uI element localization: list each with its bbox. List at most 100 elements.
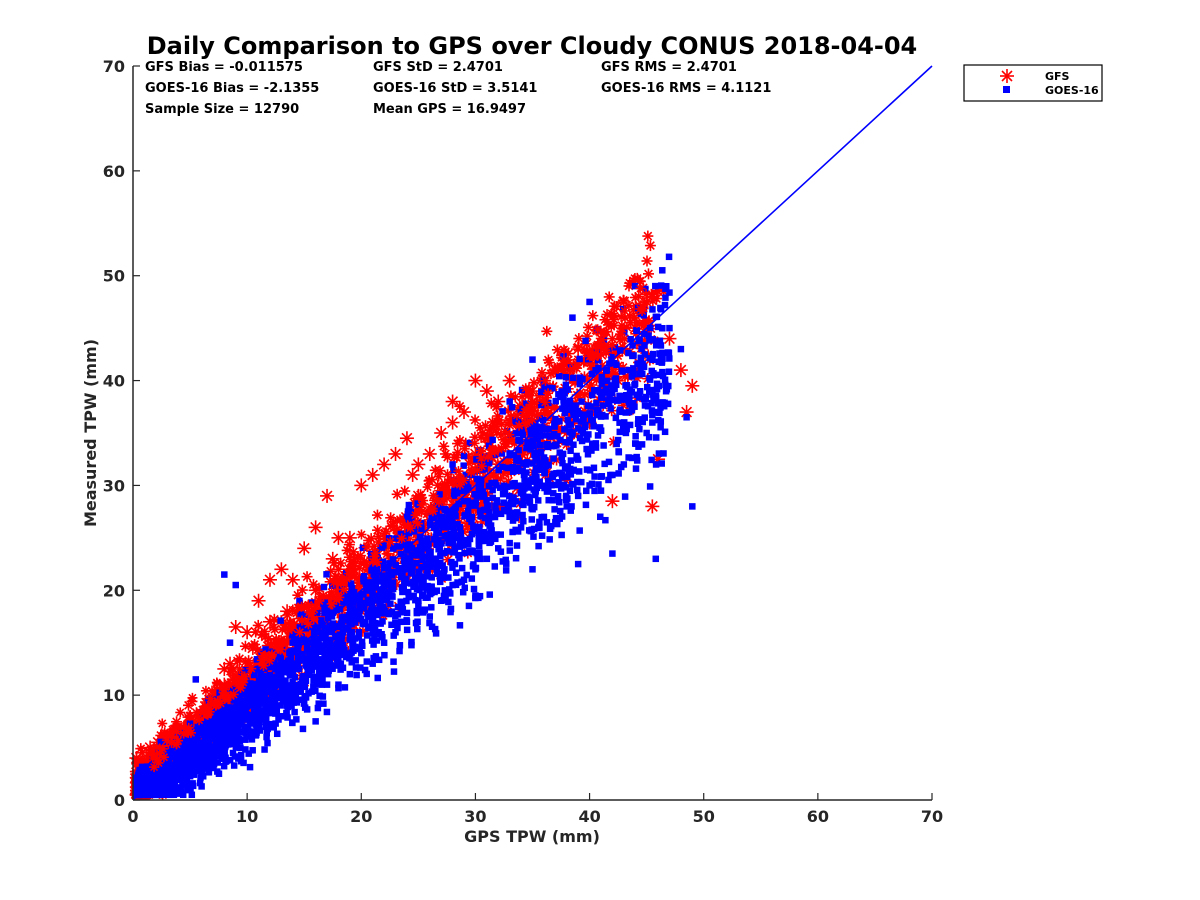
goes16-point xyxy=(210,756,218,764)
goes16-point xyxy=(396,543,403,550)
gfs-point xyxy=(395,514,406,525)
goes16-point xyxy=(389,556,397,563)
goes16-point xyxy=(506,513,513,520)
goes16-point xyxy=(572,402,579,409)
gfs-point xyxy=(234,664,245,675)
goes16-point xyxy=(648,367,655,375)
goes16-point xyxy=(545,477,552,485)
goes16-point xyxy=(364,632,371,639)
goes16-point xyxy=(638,441,646,448)
gfs-point xyxy=(439,482,450,493)
goes16-point xyxy=(242,746,249,753)
goes16-point xyxy=(207,750,214,758)
goes16-point xyxy=(226,639,234,646)
goes16-point xyxy=(630,352,637,359)
gfs-point xyxy=(457,405,472,420)
goes16-point xyxy=(602,413,609,420)
gfs-point xyxy=(283,625,294,636)
goes16-point xyxy=(358,649,365,657)
goes16-point xyxy=(322,638,330,645)
goes16-point xyxy=(665,382,672,390)
gfs-point xyxy=(349,571,360,582)
goes16-point xyxy=(363,658,371,665)
gfs-point xyxy=(637,305,648,316)
goes16-point xyxy=(499,408,506,415)
goes16-point xyxy=(399,571,406,579)
goes16-point xyxy=(572,415,580,423)
goes16-point xyxy=(602,385,610,393)
goes16-point xyxy=(520,471,528,479)
goes16-point xyxy=(412,596,419,604)
goes16-point xyxy=(321,652,329,660)
goes16-point xyxy=(261,746,268,753)
goes16-point xyxy=(649,306,656,313)
goes16-point xyxy=(448,517,456,524)
goes16-point xyxy=(369,630,377,637)
goes16-point xyxy=(488,534,496,542)
goes16-point xyxy=(440,574,447,581)
goes16-point xyxy=(362,580,370,587)
goes16-point xyxy=(455,500,463,508)
gfs-point xyxy=(246,663,257,674)
goes16-point xyxy=(666,355,673,362)
gfs-point xyxy=(433,471,444,482)
goes16-point xyxy=(552,415,559,423)
goes16-point xyxy=(372,577,380,585)
goes16-point xyxy=(544,443,551,451)
goes16-point xyxy=(637,365,644,373)
goes16-point xyxy=(398,608,406,616)
goes16-point xyxy=(371,607,378,614)
goes16-point xyxy=(324,670,332,678)
goes16-point xyxy=(556,507,564,515)
goes16-point xyxy=(516,427,523,435)
goes16-point xyxy=(598,394,605,401)
goes16-point xyxy=(486,531,494,538)
scatter-points xyxy=(129,230,700,801)
goes16-point xyxy=(509,468,517,475)
gfs-point xyxy=(171,739,182,750)
stat-gfs-bias: GFS Bias = -0.011575 xyxy=(145,60,303,75)
goes16-point xyxy=(456,555,463,562)
goes16-point xyxy=(655,371,663,379)
goes16-point xyxy=(317,648,325,656)
goes16-point xyxy=(456,622,464,629)
x-tick-label: 0 xyxy=(127,807,138,826)
goes16-point xyxy=(499,463,506,471)
goes16-point xyxy=(488,527,495,534)
gfs-point xyxy=(642,268,654,280)
goes16-point xyxy=(167,772,175,780)
goes16-point xyxy=(654,323,662,331)
goes16-point xyxy=(365,613,372,620)
goes16-point xyxy=(386,560,393,567)
goes16-point xyxy=(567,471,575,478)
goes16-point xyxy=(475,529,482,536)
goes16-point xyxy=(657,404,664,411)
goes16-point xyxy=(174,766,181,774)
goes16-point xyxy=(534,497,542,504)
goes16-point xyxy=(354,644,361,651)
y-tick-label: 30 xyxy=(103,476,125,495)
goes16-point xyxy=(445,574,452,581)
goes16-point xyxy=(465,540,472,548)
goes16-point xyxy=(561,465,569,472)
gfs-point xyxy=(606,308,617,319)
goes16-point xyxy=(593,406,601,414)
goes16-point xyxy=(481,514,489,522)
goes16-point xyxy=(441,549,448,557)
gfs-point xyxy=(494,414,505,425)
gfs-point xyxy=(511,410,522,421)
goes16-point xyxy=(220,727,227,734)
goes16-point xyxy=(264,739,271,747)
goes16-point xyxy=(289,697,297,704)
goes16-point xyxy=(319,693,327,700)
goes16-point xyxy=(527,425,534,433)
goes16-point xyxy=(564,473,571,481)
goes16-point xyxy=(631,440,639,447)
goes16-point xyxy=(481,533,489,540)
goes16-point xyxy=(263,733,270,741)
goes16-point xyxy=(262,723,270,731)
goes16-point xyxy=(658,460,665,467)
gfs-point xyxy=(149,762,160,773)
goes16-point xyxy=(190,771,198,778)
